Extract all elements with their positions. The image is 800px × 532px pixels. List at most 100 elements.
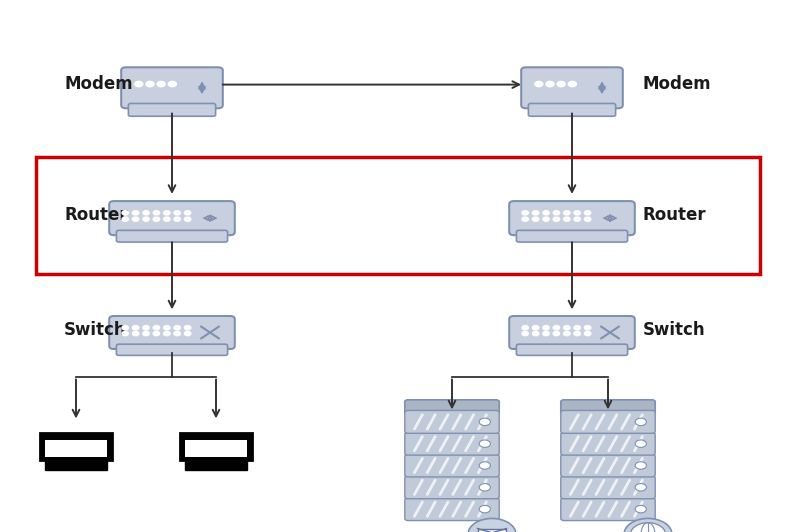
FancyBboxPatch shape <box>405 454 499 477</box>
Circle shape <box>584 331 590 336</box>
Circle shape <box>185 211 191 215</box>
Circle shape <box>154 331 160 336</box>
Circle shape <box>635 484 646 491</box>
Circle shape <box>143 331 150 336</box>
FancyBboxPatch shape <box>45 440 107 457</box>
FancyBboxPatch shape <box>185 461 247 470</box>
Circle shape <box>568 81 576 87</box>
Circle shape <box>146 81 154 87</box>
Circle shape <box>553 331 560 336</box>
Circle shape <box>584 211 590 215</box>
Circle shape <box>154 217 160 221</box>
Circle shape <box>522 331 529 336</box>
Circle shape <box>635 462 646 469</box>
Circle shape <box>164 326 170 330</box>
Circle shape <box>574 211 581 215</box>
Circle shape <box>563 331 570 336</box>
Circle shape <box>553 211 560 215</box>
Circle shape <box>185 331 191 336</box>
Circle shape <box>164 217 170 221</box>
FancyBboxPatch shape <box>180 433 252 460</box>
Circle shape <box>522 217 529 221</box>
FancyBboxPatch shape <box>528 103 616 117</box>
FancyBboxPatch shape <box>122 68 222 109</box>
Circle shape <box>522 326 529 330</box>
Circle shape <box>143 326 150 330</box>
Circle shape <box>174 217 181 221</box>
Circle shape <box>542 211 550 215</box>
Circle shape <box>574 331 581 336</box>
Circle shape <box>122 217 128 221</box>
Circle shape <box>164 211 170 215</box>
FancyBboxPatch shape <box>517 230 628 242</box>
Circle shape <box>563 326 570 330</box>
Circle shape <box>133 211 139 215</box>
FancyBboxPatch shape <box>405 411 499 433</box>
Circle shape <box>533 331 539 336</box>
FancyBboxPatch shape <box>561 498 655 520</box>
Circle shape <box>479 462 490 469</box>
Text: Modem: Modem <box>64 74 133 93</box>
Text: Modem: Modem <box>642 74 711 93</box>
Circle shape <box>542 326 550 330</box>
FancyBboxPatch shape <box>117 344 227 355</box>
FancyBboxPatch shape <box>405 476 499 499</box>
Circle shape <box>563 211 570 215</box>
Circle shape <box>522 211 529 215</box>
Circle shape <box>584 326 590 330</box>
Circle shape <box>157 81 165 87</box>
Circle shape <box>154 326 160 330</box>
FancyBboxPatch shape <box>517 344 628 355</box>
Circle shape <box>574 326 581 330</box>
Circle shape <box>635 505 646 513</box>
FancyBboxPatch shape <box>40 433 112 460</box>
FancyBboxPatch shape <box>45 461 107 470</box>
Circle shape <box>479 440 490 447</box>
Circle shape <box>143 211 150 215</box>
FancyBboxPatch shape <box>478 529 506 532</box>
FancyBboxPatch shape <box>561 411 655 433</box>
FancyBboxPatch shape <box>117 230 227 242</box>
Circle shape <box>479 418 490 426</box>
Circle shape <box>468 518 516 532</box>
FancyBboxPatch shape <box>522 68 622 109</box>
Circle shape <box>542 217 550 221</box>
Circle shape <box>624 518 672 532</box>
Circle shape <box>133 326 139 330</box>
FancyBboxPatch shape <box>185 440 247 457</box>
Circle shape <box>122 326 128 330</box>
Circle shape <box>133 217 139 221</box>
Circle shape <box>534 81 542 87</box>
FancyBboxPatch shape <box>509 316 635 349</box>
Circle shape <box>133 331 139 336</box>
Circle shape <box>553 217 560 221</box>
Circle shape <box>134 81 142 87</box>
FancyBboxPatch shape <box>561 400 655 415</box>
Circle shape <box>174 331 181 336</box>
Circle shape <box>533 217 539 221</box>
Circle shape <box>164 331 170 336</box>
Circle shape <box>479 505 490 513</box>
Circle shape <box>584 217 590 221</box>
Circle shape <box>553 326 560 330</box>
FancyBboxPatch shape <box>109 201 235 235</box>
Circle shape <box>174 326 181 330</box>
Text: Router: Router <box>642 206 706 225</box>
Circle shape <box>185 326 191 330</box>
FancyBboxPatch shape <box>109 316 235 349</box>
Circle shape <box>154 211 160 215</box>
Text: Router: Router <box>64 206 128 225</box>
FancyBboxPatch shape <box>509 201 635 235</box>
FancyBboxPatch shape <box>128 103 216 117</box>
Circle shape <box>174 211 181 215</box>
Circle shape <box>122 331 128 336</box>
FancyBboxPatch shape <box>561 454 655 477</box>
Circle shape <box>185 217 191 221</box>
Circle shape <box>169 81 176 87</box>
Circle shape <box>635 418 646 426</box>
Circle shape <box>143 217 150 221</box>
Circle shape <box>479 484 490 491</box>
Circle shape <box>635 440 646 447</box>
Circle shape <box>546 81 554 87</box>
Text: Switch: Switch <box>642 321 705 339</box>
